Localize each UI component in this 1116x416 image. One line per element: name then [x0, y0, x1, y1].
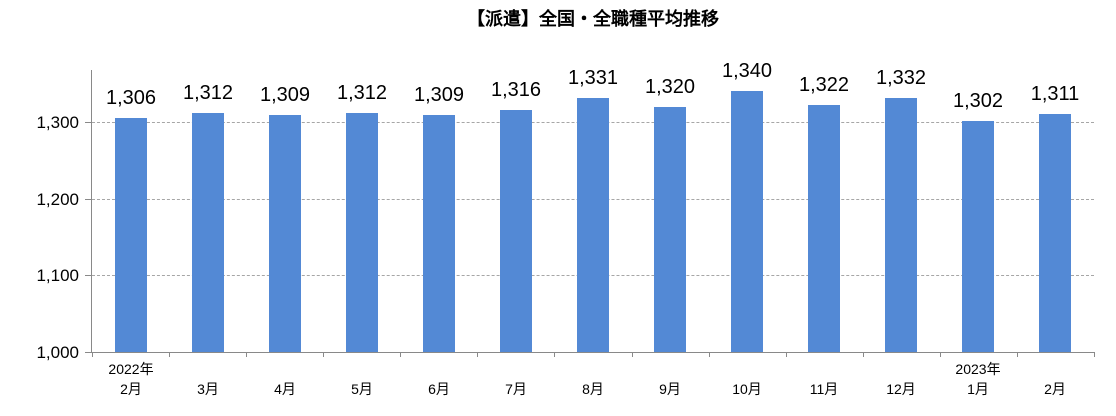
bar: [885, 98, 917, 352]
x-tick-label: 1月: [967, 381, 989, 397]
x-axis-tick: [863, 352, 864, 357]
y-axis: [91, 70, 92, 353]
bar: [423, 115, 455, 352]
x-axis-tick: [1017, 352, 1018, 357]
bar: [731, 91, 763, 352]
value-label: 1,311: [1030, 83, 1080, 105]
chart-title: 【派遣】全国・全職種平均推移: [467, 9, 719, 29]
y-tick-label: 1,100: [36, 266, 79, 285]
x-axis-tick: [786, 352, 787, 357]
y-tick-label: 1,000: [36, 343, 79, 362]
y-axis-tick: [85, 199, 92, 200]
y-axis-tick: [85, 275, 92, 276]
x-axis-tick: [92, 352, 93, 357]
value-label: 1,331: [567, 67, 619, 89]
y-tick-label: 1,300: [36, 113, 79, 132]
value-label: 1,302: [952, 90, 1004, 112]
x-axis-tick: [554, 352, 555, 357]
value-label: 1,309: [259, 84, 311, 106]
value-label: 1,322: [798, 74, 850, 96]
y-tick-label: 1,200: [36, 190, 79, 209]
bar: [577, 98, 609, 352]
bar: [115, 118, 147, 352]
x-axis-tick: [323, 352, 324, 357]
bar: [269, 115, 301, 352]
y-axis-tick: [85, 122, 92, 123]
x-tick-label: 2月: [1044, 381, 1066, 397]
x-tick-label: 8月: [582, 381, 604, 397]
year-label: 2023年: [955, 361, 1001, 377]
y-axis-tick: [85, 352, 92, 353]
value-label: 1,312: [182, 82, 234, 104]
bar: [192, 113, 224, 352]
bar: [808, 105, 840, 352]
x-axis-tick: [400, 352, 401, 357]
bar: [654, 107, 686, 352]
x-tick-label: 10月: [732, 381, 762, 397]
value-label: 1,306: [105, 87, 157, 109]
x-axis-tick: [477, 352, 478, 357]
bar: [1039, 114, 1071, 352]
value-label: 1,309: [413, 84, 465, 106]
bar: [346, 113, 378, 352]
x-tick-label: 9月: [659, 381, 681, 397]
value-label: 1,332: [875, 67, 927, 89]
value-label: 1,316: [490, 79, 542, 101]
x-tick-label: 12月: [886, 381, 916, 397]
x-axis-tick: [1094, 352, 1095, 357]
x-tick-label: 2月: [120, 381, 142, 397]
x-tick-label: 5月: [351, 381, 373, 397]
x-tick-label: 3月: [197, 381, 219, 397]
x-axis-tick: [632, 352, 633, 357]
x-axis-tick: [940, 352, 941, 357]
x-tick-label: 6月: [428, 381, 450, 397]
x-axis-tick: [246, 352, 247, 357]
value-label: 1,340: [721, 60, 773, 82]
x-tick-label: 4月: [274, 381, 296, 397]
x-tick-label: 11月: [809, 381, 839, 397]
x-tick-label: 7月: [505, 381, 527, 397]
x-axis-tick: [169, 352, 170, 357]
bar: [500, 110, 532, 352]
x-axis: [91, 352, 1094, 353]
year-label: 2022年: [108, 361, 154, 377]
bar: [962, 121, 994, 352]
value-label: 1,312: [336, 82, 388, 104]
x-axis-tick: [709, 352, 710, 357]
value-label: 1,320: [644, 76, 696, 98]
